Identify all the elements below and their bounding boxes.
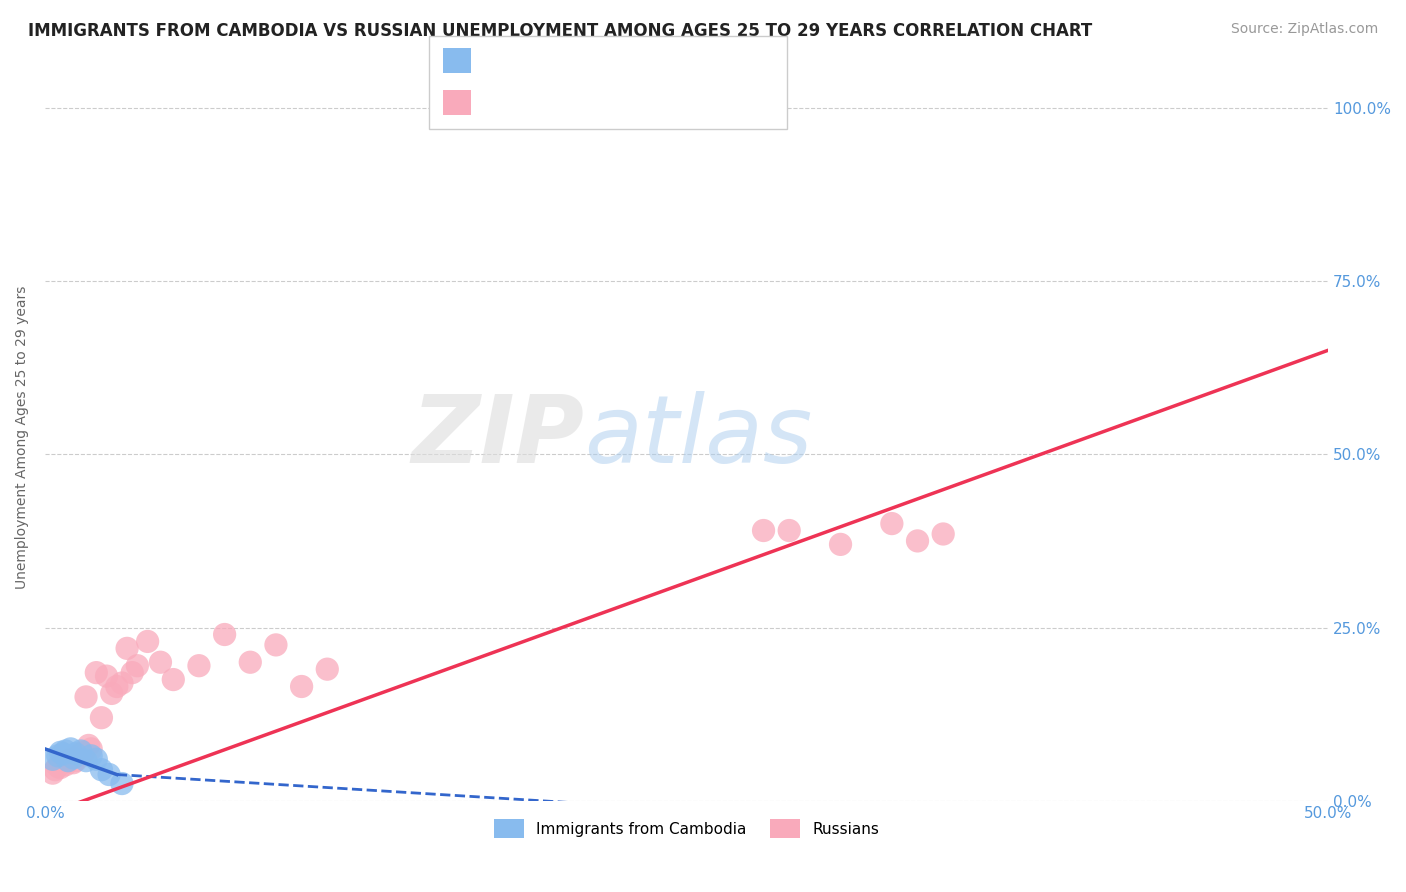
Point	[830, 537, 852, 551]
Point	[932, 527, 955, 541]
Point	[100, 686, 122, 700]
Point	[84, 752, 107, 766]
Point	[264, 638, 287, 652]
Point	[52, 747, 75, 761]
Point	[75, 690, 97, 704]
Point	[72, 745, 94, 759]
Point	[111, 676, 134, 690]
Point	[291, 680, 314, 694]
Point	[115, 641, 138, 656]
Point	[105, 680, 128, 694]
Point	[70, 747, 93, 761]
Point	[316, 662, 339, 676]
Point	[67, 748, 90, 763]
Point	[46, 748, 69, 763]
Point	[49, 745, 72, 759]
Point	[55, 744, 77, 758]
Point	[80, 742, 103, 756]
Point	[55, 757, 77, 772]
Point	[84, 665, 107, 680]
Text: 16: 16	[614, 53, 641, 70]
Point	[880, 516, 903, 531]
Point	[59, 742, 82, 756]
Point	[907, 533, 929, 548]
Legend: Immigrants from Cambodia, Russians: Immigrants from Cambodia, Russians	[488, 814, 886, 844]
Point	[44, 763, 66, 777]
Point	[77, 739, 100, 753]
Text: 0.760: 0.760	[516, 95, 568, 112]
Point	[136, 634, 159, 648]
Text: ZIP: ZIP	[411, 391, 583, 483]
Point	[59, 752, 82, 766]
Point	[96, 669, 118, 683]
Text: R =: R =	[479, 95, 516, 112]
Point	[162, 673, 184, 687]
Point	[46, 759, 69, 773]
Point	[111, 776, 134, 790]
Text: N =: N =	[581, 95, 617, 112]
Point	[41, 766, 63, 780]
Point	[52, 756, 75, 770]
Point	[752, 524, 775, 538]
Point	[65, 747, 87, 761]
Text: N =: N =	[581, 53, 617, 70]
Point	[188, 658, 211, 673]
Point	[70, 744, 93, 758]
Point	[56, 754, 79, 768]
Point	[121, 665, 143, 680]
Point	[56, 754, 79, 768]
Text: IMMIGRANTS FROM CAMBODIA VS RUSSIAN UNEMPLOYMENT AMONG AGES 25 TO 29 YEARS CORRE: IMMIGRANTS FROM CAMBODIA VS RUSSIAN UNEM…	[28, 22, 1092, 40]
Text: R =: R =	[479, 53, 516, 70]
Text: 40: 40	[614, 95, 636, 112]
Point	[214, 627, 236, 641]
Point	[127, 658, 149, 673]
Point	[80, 748, 103, 763]
Point	[778, 524, 800, 538]
Text: atlas: atlas	[583, 392, 813, 483]
Point	[49, 761, 72, 775]
Point	[62, 756, 84, 770]
Point	[90, 763, 112, 777]
Point	[90, 711, 112, 725]
Y-axis label: Unemployment Among Ages 25 to 29 years: Unemployment Among Ages 25 to 29 years	[15, 285, 30, 589]
Text: -0.528: -0.528	[516, 53, 569, 70]
Point	[65, 754, 87, 768]
Point	[98, 767, 121, 781]
Point	[75, 754, 97, 768]
Point	[62, 751, 84, 765]
Point	[41, 752, 63, 766]
Text: Source: ZipAtlas.com: Source: ZipAtlas.com	[1230, 22, 1378, 37]
Point	[239, 655, 262, 669]
Point	[149, 655, 172, 669]
